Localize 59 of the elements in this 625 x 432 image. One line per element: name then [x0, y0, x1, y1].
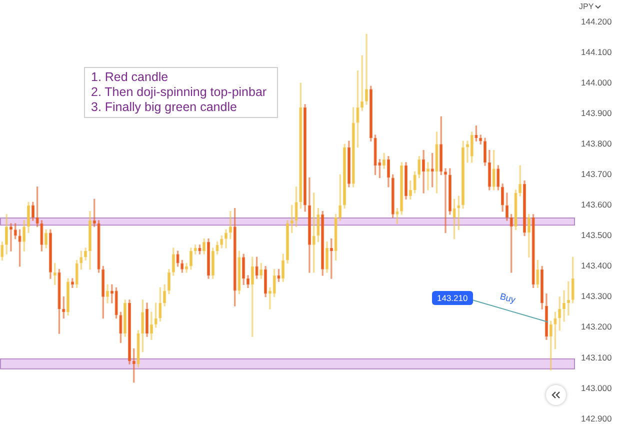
candlestick: [176, 250, 180, 267]
candlestick: [334, 214, 338, 261]
candlestick: [571, 256, 574, 304]
candlestick: [374, 134, 377, 176]
candlestick: [40, 220, 44, 252]
candlestick: [36, 186, 39, 227]
candlestick: [216, 242, 219, 254]
y-tick-label: 144.000: [581, 77, 612, 88]
candlestick: [18, 229, 22, 267]
annotation: 143.210: [432, 291, 473, 305]
candlestick: [356, 70, 360, 148]
annotation: Buy: [498, 291, 517, 305]
candlestick: [255, 256, 258, 279]
candlestick: [532, 214, 535, 288]
candlestick: [228, 211, 232, 240]
y-tick-label: 143.200: [581, 322, 612, 332]
y-tick-label: 143.300: [581, 291, 612, 302]
candlestick: [316, 208, 320, 242]
candlestick: [554, 312, 557, 350]
candlestick: [364, 34, 368, 105]
annotation: 3. Finally big green candle: [91, 100, 238, 115]
candlestick: [238, 250, 241, 294]
y-tick-label: 143.500: [581, 230, 612, 240]
y-tick-label: 144.200: [581, 16, 612, 26]
candlestick: [80, 250, 83, 270]
y-tick-label: 144.100: [581, 46, 612, 57]
y-tick-label: 143.000: [581, 382, 612, 393]
annotation: 1. Red candle: [91, 70, 170, 85]
candlestick: [97, 220, 100, 273]
candlestick: [198, 244, 202, 254]
candlestick: [294, 186, 298, 227]
candlestick: [457, 196, 460, 230]
candlestick: [474, 126, 478, 142]
y-tick-label: 142.900: [581, 413, 612, 424]
candlestick: [114, 287, 118, 319]
candlestick: [514, 190, 518, 230]
candlestick: [119, 312, 122, 343]
candlestick: [452, 198, 456, 240]
candlestick: [562, 290, 566, 322]
y-tick-label: 143.100: [581, 352, 612, 362]
candlestick: [396, 208, 399, 224]
candlestick: [492, 150, 496, 190]
candlestick: [496, 165, 500, 190]
y-tick-label: 143.600: [581, 200, 612, 210]
y-axis-title: JPY: [579, 2, 594, 11]
candlestick: [277, 269, 280, 282]
candlestick: [0, 242, 4, 261]
y-tick-label: 143.800: [581, 138, 612, 148]
candlestick: [413, 171, 416, 194]
annotation: 2. Then doji-spinning top-pinbar: [91, 85, 267, 100]
candlestick: [158, 287, 162, 322]
y-tick-label: 143.400: [581, 260, 612, 271]
candlestick: [536, 260, 540, 288]
y-tick-label: 143.900: [581, 108, 612, 118]
candlestick: [435, 132, 438, 194]
candlestick: [58, 269, 61, 334]
y-tick-label: 143.700: [581, 169, 612, 180]
candlestick: [75, 260, 78, 288]
candlestick: [136, 330, 140, 368]
